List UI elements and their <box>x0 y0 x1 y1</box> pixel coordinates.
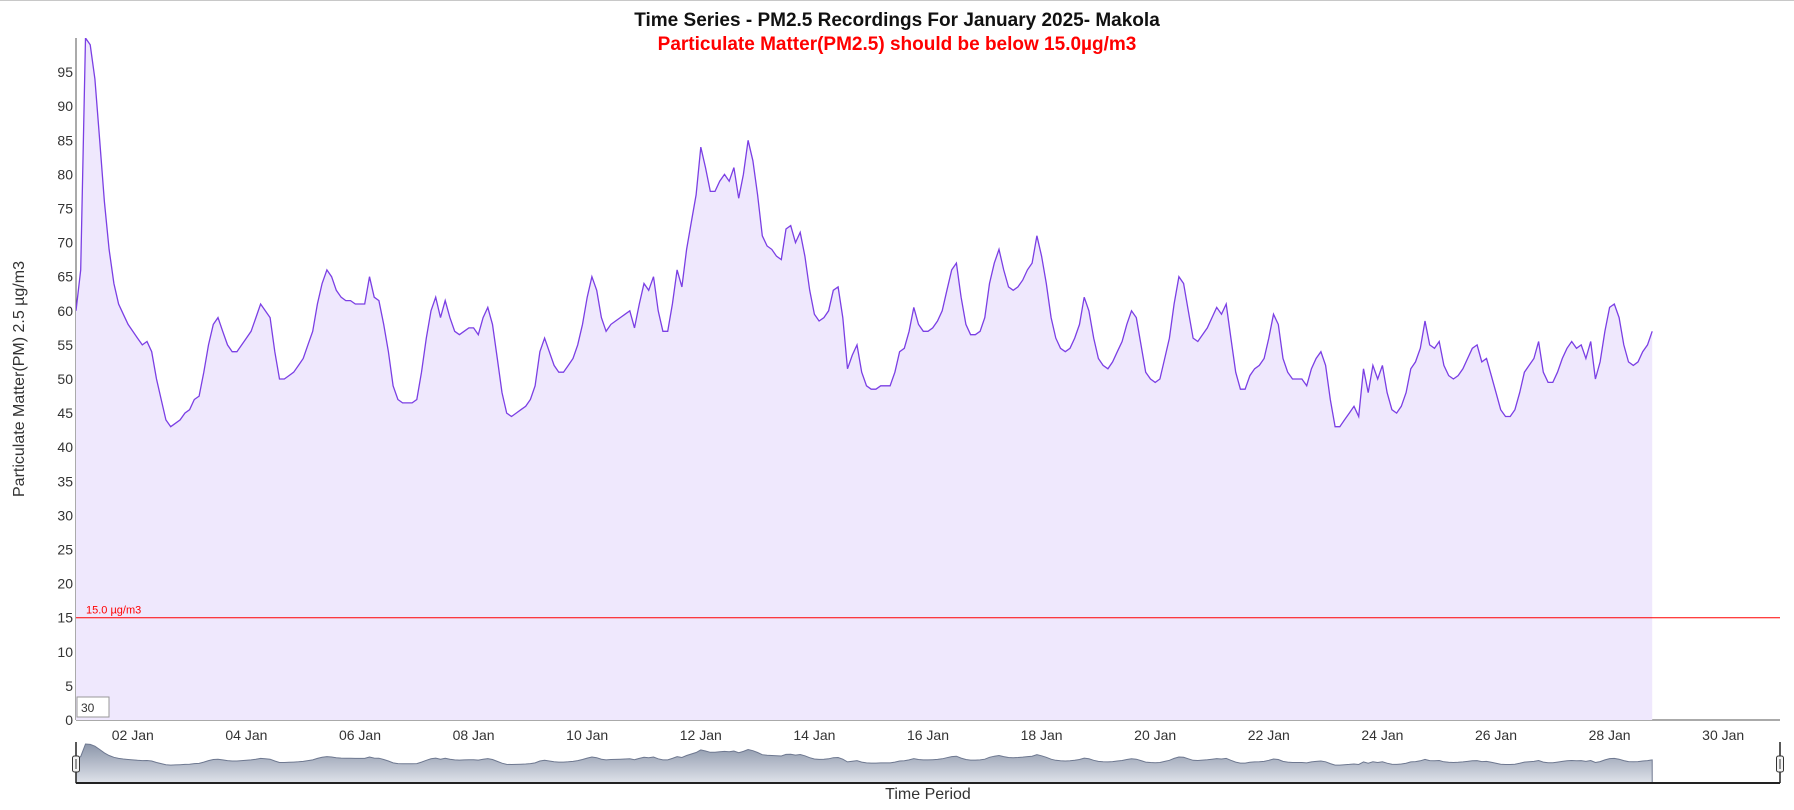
rolling-window-value: 30 <box>81 701 95 715</box>
x-tick-label: 24 Jan <box>1361 727 1403 743</box>
y-axis-label: Particulate Matter(PM) 2.5 µg/m3 <box>11 261 28 497</box>
x-tick-label: 12 Jan <box>680 727 722 743</box>
x-tick-label: 16 Jan <box>907 727 949 743</box>
x-tick-label: 06 Jan <box>339 727 381 743</box>
x-tick-label: 10 Jan <box>566 727 608 743</box>
x-tick-label: 04 Jan <box>225 727 267 743</box>
y-tick-label: 15 <box>57 610 73 626</box>
x-tick-label: 14 Jan <box>793 727 835 743</box>
x-tick-label: 26 Jan <box>1475 727 1517 743</box>
y-tick-label: 20 <box>57 576 73 592</box>
y-tick-label: 55 <box>57 337 73 353</box>
y-tick-label: 65 <box>57 269 73 285</box>
y-tick-label: 70 <box>57 235 73 251</box>
navigator-area <box>75 743 1653 784</box>
y-tick-label: 90 <box>57 98 73 114</box>
y-tick-label: 10 <box>57 644 73 660</box>
x-tick-label: 02 Jan <box>112 727 154 743</box>
rolling-window-input[interactable] <box>76 696 110 718</box>
x-tick-label: 20 Jan <box>1134 727 1176 743</box>
y-tick-label: 60 <box>57 303 73 319</box>
x-tick-label: 18 Jan <box>1021 727 1063 743</box>
y-tick-label: 25 <box>57 542 73 558</box>
y-tick-label: 40 <box>57 439 73 455</box>
x-tick-label: 30 Jan <box>1702 727 1744 743</box>
threshold-label: 15.0 µg/m3 <box>86 605 141 617</box>
series-line <box>76 38 1653 428</box>
y-tick-label: 5 <box>65 678 73 694</box>
y-tick-label: 50 <box>57 371 73 387</box>
y-tick-label: 45 <box>57 405 73 421</box>
top-border <box>0 0 1794 1</box>
y-tick-label: 35 <box>57 473 73 489</box>
x-axis-label: Time Period <box>885 786 971 803</box>
chart-subtitle: Particulate Matter(PM2.5) should be belo… <box>657 34 1137 55</box>
x-tick-label: 28 Jan <box>1589 727 1631 743</box>
x-tick-label: 22 Jan <box>1248 727 1290 743</box>
x-tick-label: 08 Jan <box>453 727 495 743</box>
y-tick-label: 30 <box>57 507 73 523</box>
y-tick-label: 0 <box>65 712 73 728</box>
y-tick-label: 95 <box>57 64 73 80</box>
y-tick-label: 75 <box>57 201 73 217</box>
range-navigator[interactable] <box>72 742 1784 784</box>
chart-title: Time Series - PM2.5 Recordings For Janua… <box>634 10 1160 31</box>
y-tick-label: 85 <box>57 132 73 148</box>
y-tick-label: 80 <box>57 166 73 182</box>
